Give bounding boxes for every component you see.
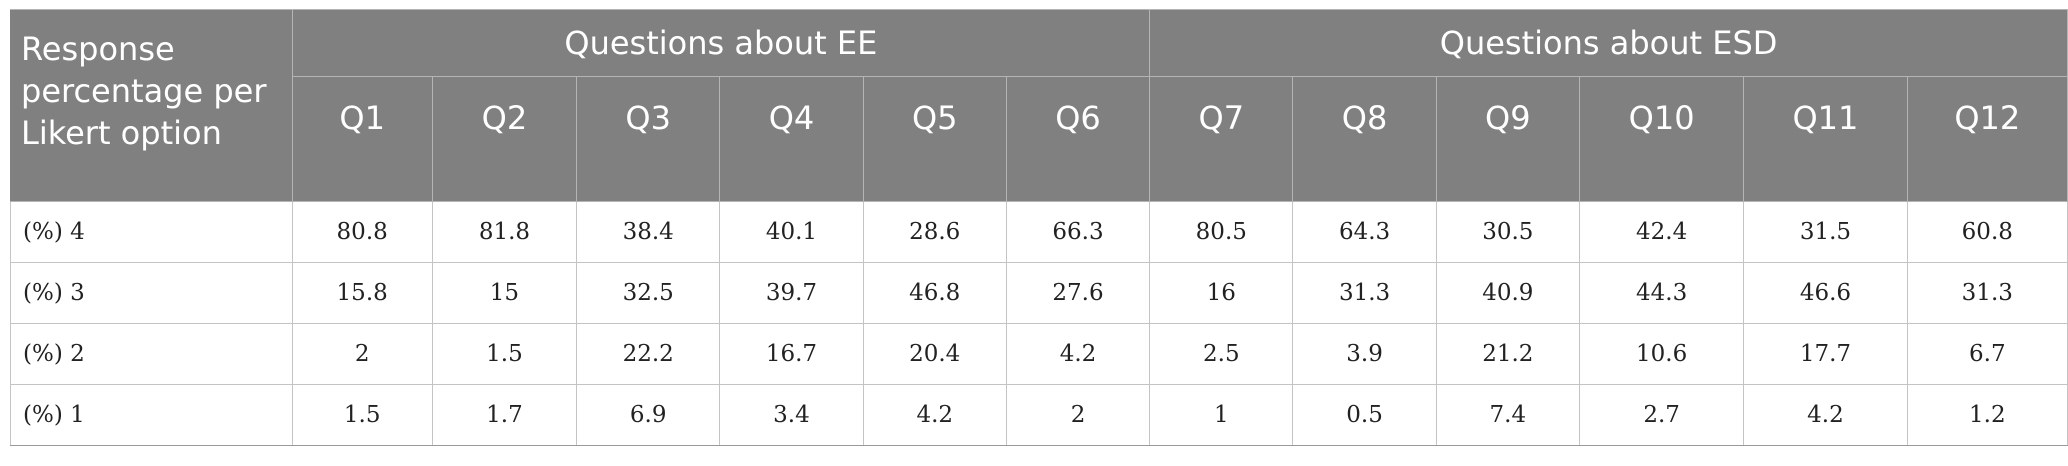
- table-cell: 2: [1005, 384, 1151, 446]
- question-header-q7: Q7: [1149, 76, 1294, 202]
- table-cell: 46.6: [1743, 262, 1908, 324]
- table-cell: 31.5: [1743, 201, 1908, 263]
- row-label: (%) 3: [10, 262, 293, 324]
- table-cell: 32.5: [576, 262, 721, 324]
- likert-table-container: Response percentage per Likert option Qu…: [10, 9, 2068, 446]
- table-cell: 2.7: [1578, 384, 1745, 446]
- corner-header: Response percentage per Likert option: [10, 9, 293, 202]
- table-cell: 42.4: [1578, 201, 1745, 263]
- table-cell: 3.9: [1292, 323, 1437, 385]
- table-cell: 80.5: [1149, 201, 1294, 263]
- table-cell: 4.2: [1005, 323, 1151, 385]
- table-row: (%) 3 15.8 15 32.5 39.7 46.8 27.6 16 31.…: [10, 262, 2068, 324]
- question-header-q2: Q2: [431, 76, 578, 202]
- likert-response-table: Response percentage per Likert option Qu…: [10, 9, 2068, 446]
- table-cell: 20.4: [862, 323, 1007, 385]
- question-header-q8: Q8: [1292, 76, 1437, 202]
- row-label: (%) 4: [10, 201, 293, 263]
- group-header-esd: Questions about ESD: [1149, 9, 2068, 77]
- table-cell: 1.5: [291, 384, 433, 446]
- table-cell: 46.8: [862, 262, 1007, 324]
- table-cell: 0.5: [1292, 384, 1437, 446]
- table-cell: 31.3: [1292, 262, 1437, 324]
- table-cell: 22.2: [576, 323, 721, 385]
- table-cell: 7.4: [1435, 384, 1580, 446]
- table-cell: 2: [291, 323, 433, 385]
- table-cell: 3.4: [719, 384, 864, 446]
- question-header-q3: Q3: [576, 76, 721, 202]
- table-cell: 40.9: [1435, 262, 1580, 324]
- table-cell: 15.8: [291, 262, 433, 324]
- row-label: (%) 1: [10, 384, 293, 446]
- table-cell: 27.6: [1005, 262, 1151, 324]
- table-cell: 60.8: [1906, 201, 2068, 263]
- table-cell: 1: [1149, 384, 1294, 446]
- question-header-q11: Q11: [1743, 76, 1908, 202]
- question-header-q1: Q1: [291, 76, 433, 202]
- table-cell: 2.5: [1149, 323, 1294, 385]
- row-label: (%) 2: [10, 323, 293, 385]
- table-row: (%) 1 1.5 1.7 6.9 3.4 4.2 2 1 0.5 7.4 2.…: [10, 384, 2068, 446]
- table-row: (%) 4 80.8 81.8 38.4 40.1 28.6 66.3 80.5…: [10, 201, 2068, 263]
- question-header-q6: Q6: [1005, 76, 1151, 202]
- table-cell: 31.3: [1906, 262, 2068, 324]
- table-cell: 64.3: [1292, 201, 1437, 263]
- group-header-row: Response percentage per Likert option Qu…: [10, 9, 2068, 202]
- question-header-q12: Q12: [1906, 76, 2068, 202]
- table-cell: 4.2: [862, 384, 1007, 446]
- table-cell: 6.9: [576, 384, 721, 446]
- question-header-row: Q1 Q2 Q3 Q4 Q5 Q6 Q7 Q8 Q9 Q10 Q11 Q12: [11, 76, 2068, 202]
- table-cell: 38.4: [576, 201, 721, 263]
- table-cell: 21.2: [1435, 323, 1580, 385]
- question-header-q4: Q4: [719, 76, 864, 202]
- table-cell: 16: [1149, 262, 1294, 324]
- table-cell: 4.2: [1743, 384, 1908, 446]
- table-cell: 81.8: [431, 201, 578, 263]
- table-cell: 30.5: [1435, 201, 1580, 263]
- question-header-q9: Q9: [1435, 76, 1580, 202]
- table-cell: 44.3: [1578, 262, 1745, 324]
- question-header-q5: Q5: [862, 76, 1007, 202]
- table-cell: 1.2: [1906, 384, 2068, 446]
- group-header-ee: Questions about EE: [291, 9, 1151, 77]
- table-cell: 6.7: [1906, 323, 2068, 385]
- table-cell: 1.5: [431, 323, 578, 385]
- table-cell: 15: [431, 262, 578, 324]
- table-cell: 39.7: [719, 262, 864, 324]
- table-cell: 28.6: [862, 201, 1007, 263]
- question-header-q10: Q10: [1578, 76, 1745, 202]
- table-cell: 16.7: [719, 323, 864, 385]
- table-cell: 17.7: [1743, 323, 1908, 385]
- table-cell: 1.7: [431, 384, 578, 446]
- table-row: (%) 2 2 1.5 22.2 16.7 20.4 4.2 2.5 3.9 2…: [10, 323, 2068, 385]
- table-cell: 66.3: [1005, 201, 1151, 263]
- table-cell: 40.1: [719, 201, 864, 263]
- table-cell: 80.8: [291, 201, 433, 263]
- table-cell: 10.6: [1578, 323, 1745, 385]
